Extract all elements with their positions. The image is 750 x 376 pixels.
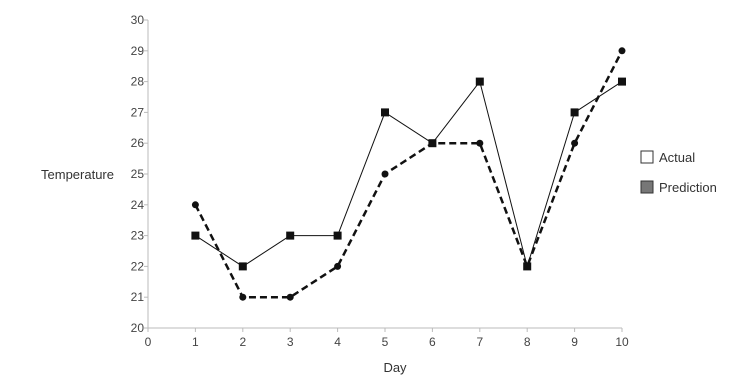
y-axis-title: Temperature [41,167,114,182]
legend-label-actual: Actual [659,150,695,165]
data-point-prediction [428,139,436,147]
legend: Actual Prediction [640,150,717,195]
data-point-prediction [286,293,294,301]
data-point-actual [570,108,579,117]
y-tick-label: 22 [131,259,145,273]
x-tick-label: 9 [571,335,578,349]
legend-label-prediction: Prediction [659,180,717,195]
x-tick-label: 10 [615,335,629,349]
y-tick-label: 25 [131,167,145,181]
data-point-actual [191,231,200,240]
data-point-prediction [191,201,199,209]
y-tick-label: 27 [131,105,145,119]
series-line-actual [195,81,623,267]
x-tick-label: 8 [524,335,531,349]
series-layer [191,47,626,301]
x-tick-label: 2 [239,335,246,349]
y-tick-label: 21 [131,290,145,304]
legend-swatch-actual [640,150,654,164]
y-axis-ticks: 20 21 22 23 24 25 26 27 28 29 30 [131,13,148,335]
x-axis-title: Day [383,360,407,375]
data-point-prediction [381,170,389,178]
y-tick-label: 29 [131,44,145,58]
series-prediction [191,47,626,301]
data-point-prediction [334,262,342,270]
y-tick-label: 30 [131,13,145,27]
data-point-actual [238,262,247,271]
data-point-actual [333,231,342,240]
y-tick-label: 26 [131,136,145,150]
x-tick-label: 6 [429,335,436,349]
data-point-prediction [239,293,247,301]
data-point-prediction [476,139,484,147]
data-point-actual [475,77,484,86]
data-point-prediction [571,139,579,147]
data-point-actual [381,108,389,117]
y-tick-label: 24 [131,198,145,212]
x-tick-label: 0 [145,335,152,349]
x-tick-label: 3 [287,335,294,349]
y-tick-label: 23 [131,229,145,243]
x-tick-label: 4 [334,335,341,349]
data-point-actual [286,231,295,240]
y-tick-label: 28 [131,75,145,89]
legend-swatch-prediction [640,180,654,194]
x-tick-label: 1 [192,335,199,349]
series-line-prediction [194,50,624,299]
x-tick-label: 7 [476,335,483,349]
data-point-prediction [618,47,626,55]
y-tick-label: 20 [131,321,145,335]
series-actual [191,77,626,271]
x-tick-label: 5 [382,335,389,349]
x-axis-ticks: 0 1 2 3 4 5 6 7 8 9 10 [145,328,629,349]
data-point-actual [618,77,626,86]
data-point-prediction [523,262,531,270]
